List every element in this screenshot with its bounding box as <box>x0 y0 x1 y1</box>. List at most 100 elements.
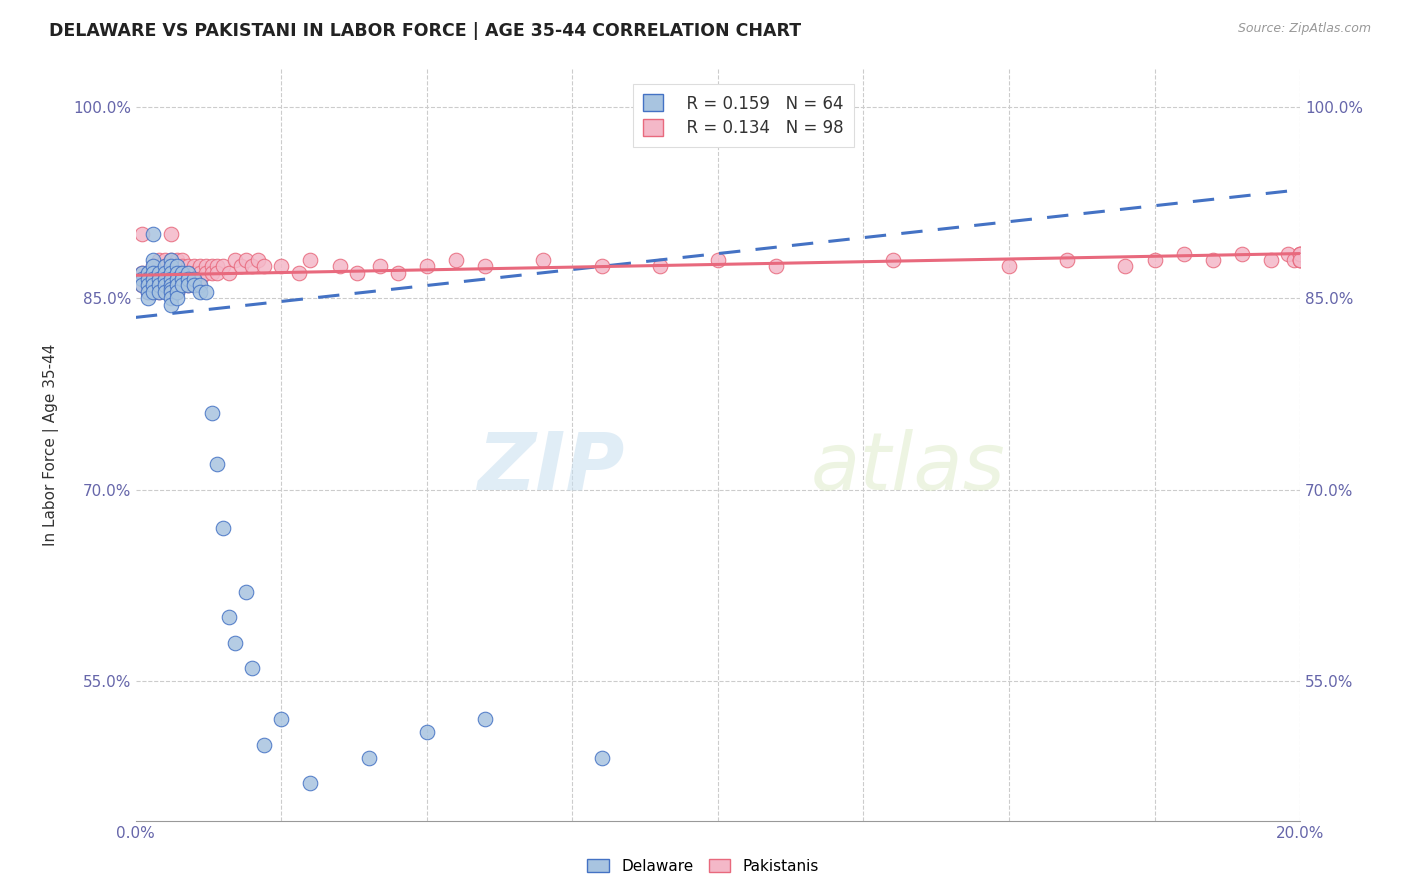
Point <box>159 282 181 296</box>
Point <box>159 260 181 274</box>
Point <box>142 266 165 280</box>
Point <box>235 584 257 599</box>
Point <box>131 272 153 286</box>
Point <box>183 278 205 293</box>
Point <box>142 252 165 267</box>
Point <box>148 272 170 286</box>
Point <box>1173 246 1195 260</box>
Text: Source: ZipAtlas.com: Source: ZipAtlas.com <box>1237 22 1371 36</box>
Text: atlas: atlas <box>811 428 1005 507</box>
Point <box>387 266 409 280</box>
Point <box>153 278 176 293</box>
Point <box>166 272 188 286</box>
Point <box>253 260 276 274</box>
Point <box>183 266 205 280</box>
Point <box>288 266 311 280</box>
Point <box>183 272 205 286</box>
Point <box>648 260 671 274</box>
Point <box>148 285 170 299</box>
Point <box>159 285 181 299</box>
Point <box>172 252 194 267</box>
Point <box>148 266 170 280</box>
Point <box>194 285 217 299</box>
Point <box>159 291 181 305</box>
Point <box>1282 252 1305 267</box>
Point <box>998 260 1021 274</box>
Point <box>131 266 153 280</box>
Point <box>270 260 292 274</box>
Point <box>142 260 165 274</box>
Point <box>153 272 176 286</box>
Point <box>212 260 235 274</box>
Point <box>1289 252 1312 267</box>
Point <box>299 776 322 790</box>
Point <box>159 272 181 286</box>
Point <box>166 260 188 274</box>
Point <box>247 252 270 267</box>
Point <box>183 260 205 274</box>
Point <box>142 266 165 280</box>
Point <box>148 272 170 286</box>
Point <box>172 272 194 286</box>
Point <box>148 260 170 274</box>
Point <box>1143 252 1166 267</box>
Point <box>153 260 176 274</box>
Point <box>188 260 211 274</box>
Point <box>159 266 181 280</box>
Point <box>177 272 200 286</box>
Point <box>136 278 159 293</box>
Point <box>177 272 200 286</box>
Y-axis label: In Labor Force | Age 35-44: In Labor Force | Age 35-44 <box>44 343 59 546</box>
Point <box>159 252 181 267</box>
Point <box>172 278 194 293</box>
Point <box>188 272 211 286</box>
Point <box>177 260 200 274</box>
Point <box>531 252 554 267</box>
Point <box>177 278 200 293</box>
Point <box>765 260 787 274</box>
Point <box>177 266 200 280</box>
Point <box>235 252 257 267</box>
Point <box>136 285 159 299</box>
Point <box>166 266 188 280</box>
Point <box>166 285 188 299</box>
Point <box>153 266 176 280</box>
Point <box>299 252 322 267</box>
Point <box>200 406 222 420</box>
Point <box>153 278 176 293</box>
Point <box>142 285 165 299</box>
Point <box>1230 246 1253 260</box>
Point <box>131 266 153 280</box>
Point <box>194 266 217 280</box>
Point <box>707 252 730 267</box>
Point <box>346 266 368 280</box>
Point <box>370 260 392 274</box>
Point <box>224 252 246 267</box>
Text: ZIP: ZIP <box>478 428 624 507</box>
Point <box>153 266 176 280</box>
Point <box>136 285 159 299</box>
Point <box>200 266 222 280</box>
Point <box>200 260 222 274</box>
Point <box>159 272 181 286</box>
Point <box>166 252 188 267</box>
Point <box>131 278 153 293</box>
Point <box>1289 252 1312 267</box>
Point <box>1202 252 1225 267</box>
Point <box>1056 252 1078 267</box>
Point <box>148 285 170 299</box>
Point <box>142 272 165 286</box>
Point <box>207 266 229 280</box>
Point <box>166 291 188 305</box>
Point <box>166 266 188 280</box>
Point <box>148 278 170 293</box>
Point <box>142 285 165 299</box>
Point <box>148 266 170 280</box>
Point <box>166 272 188 286</box>
Point <box>136 272 159 286</box>
Point <box>159 266 181 280</box>
Point <box>159 297 181 311</box>
Point <box>183 272 205 286</box>
Point <box>474 712 496 726</box>
Point <box>591 260 613 274</box>
